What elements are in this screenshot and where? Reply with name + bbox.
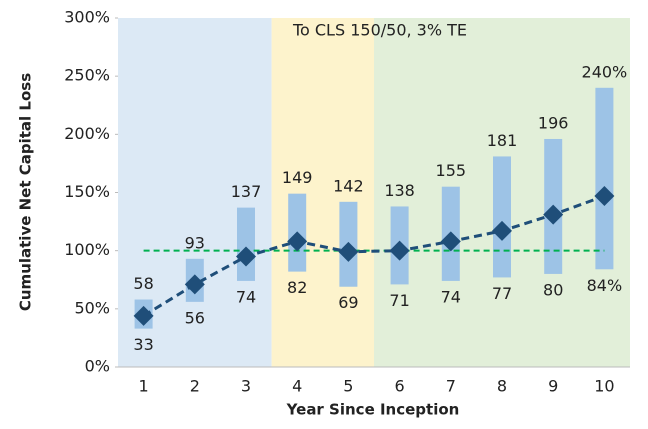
low-label: 84%	[587, 276, 623, 295]
high-label: 93	[185, 233, 205, 252]
high-label: 58	[133, 274, 153, 293]
high-label: 240%	[582, 62, 628, 81]
x-tick-label: 6	[395, 377, 405, 396]
y-tick-label: 150%	[64, 182, 110, 201]
high-label: 181	[487, 131, 518, 150]
background-regions	[118, 18, 630, 367]
x-axis-title: Year Since Inception	[286, 401, 460, 419]
mean-marker	[543, 204, 564, 225]
low-label: 69	[338, 293, 358, 312]
high-label: 196	[538, 113, 569, 132]
mean-marker	[236, 246, 256, 267]
x-tick-label: 8	[497, 377, 507, 396]
low-label: 82	[287, 278, 307, 297]
low-label: 80	[543, 280, 563, 299]
mean-marker	[287, 231, 308, 252]
mean-marker	[184, 274, 205, 295]
y-tick-label: 0%	[85, 357, 110, 376]
mean-marker	[594, 185, 615, 206]
range-bar	[493, 156, 511, 278]
y-tick-label: 100%	[64, 240, 110, 259]
x-tick-label: 2	[190, 377, 200, 396]
x-tick-label: 7	[446, 377, 456, 396]
annotation: To CLS 150/50, 3% TE	[292, 21, 467, 40]
y-tick-label: 300%	[64, 8, 110, 27]
x-tick-label: 1	[139, 377, 149, 396]
low-label: 56	[185, 308, 205, 327]
y-tick-label: 50%	[74, 298, 110, 317]
mean-marker	[492, 220, 512, 241]
x-tick-label: 10	[594, 377, 614, 396]
low-label: 33	[133, 335, 153, 354]
high-label: 149	[282, 168, 313, 187]
mean-marker	[440, 231, 461, 252]
x-tick-label: 5	[343, 377, 353, 396]
mean-marker	[338, 241, 359, 262]
range-bar	[237, 207, 255, 281]
high-label: 137	[231, 182, 262, 201]
high-label: 142	[333, 176, 364, 195]
y-tick-label: 200%	[64, 124, 110, 143]
region	[271, 18, 374, 367]
low-label: 74	[236, 287, 256, 306]
high-label: 155	[436, 161, 467, 180]
x-tick-label: 3	[241, 377, 251, 396]
y-axis-title: Cumulative Net Capital Loss	[17, 73, 35, 311]
x-tick-label: 4	[292, 377, 302, 396]
mean-marker	[133, 305, 154, 326]
mean-line	[142, 194, 605, 318]
high-label: 138	[384, 181, 415, 200]
low-label: 71	[389, 291, 409, 310]
low-label: 77	[492, 284, 512, 303]
low-label: 74	[441, 287, 461, 306]
x-tick-label: 9	[548, 377, 558, 396]
y-tick-label: 250%	[64, 66, 110, 85]
range-bar	[595, 87, 614, 270]
mean-marker	[389, 240, 410, 261]
